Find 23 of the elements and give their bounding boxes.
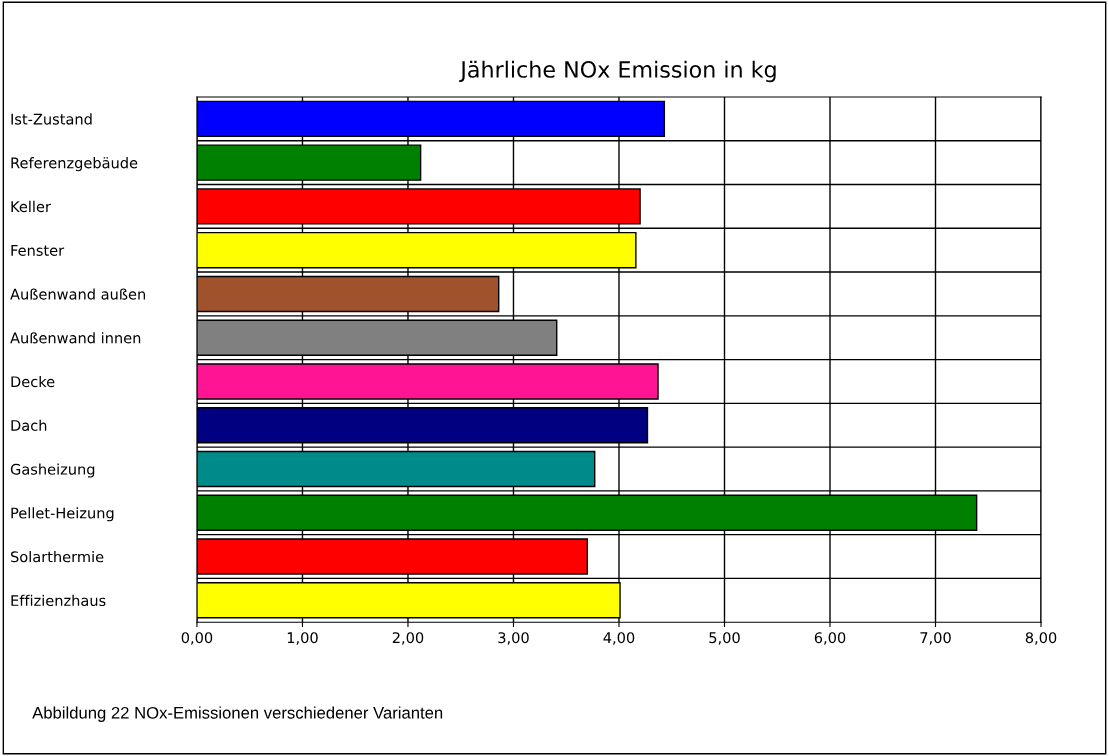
x-tick-label: 5,00 (709, 632, 740, 645)
x-tick-label: 2,00 (392, 632, 424, 645)
x-tick-label: 4,00 (603, 632, 635, 645)
y-tick-label: Decke (11, 375, 55, 388)
y-tick-label: Pellet-Heizung (11, 507, 114, 522)
x-tick-label: 1,00 (287, 632, 318, 645)
y-tick-label: Effizienzhaus (11, 594, 106, 607)
text: Abbildung 22 NOx-Emissionen verschiedener Varianten (32, 706, 443, 722)
x-tick-label: 6,00 (814, 632, 846, 645)
y-tick-label: Fenster (11, 245, 65, 256)
y-tick-label: Außenwand außen (10, 288, 145, 300)
y-tick-label: Gasheizung (10, 463, 95, 478)
x-tick-label: 3,00 (498, 632, 529, 645)
y-tick-label: Ist-Zustand (11, 113, 92, 125)
x-tick-label: 0,00 (181, 632, 213, 645)
chart-title: Jährliche NOx Emission in kg (459, 60, 776, 83)
y-tick-label: Keller (11, 200, 51, 213)
x-tick-label: 8,00 (1025, 632, 1057, 645)
y-tick-label: Dach (11, 419, 47, 431)
y-tick-label: Referenzgebäude (11, 157, 138, 172)
y-tick-label: Außenwand innen (10, 332, 141, 344)
y-tick-label: Solarthermie (11, 551, 104, 563)
x-tick-label: 7,00 (920, 632, 951, 645)
